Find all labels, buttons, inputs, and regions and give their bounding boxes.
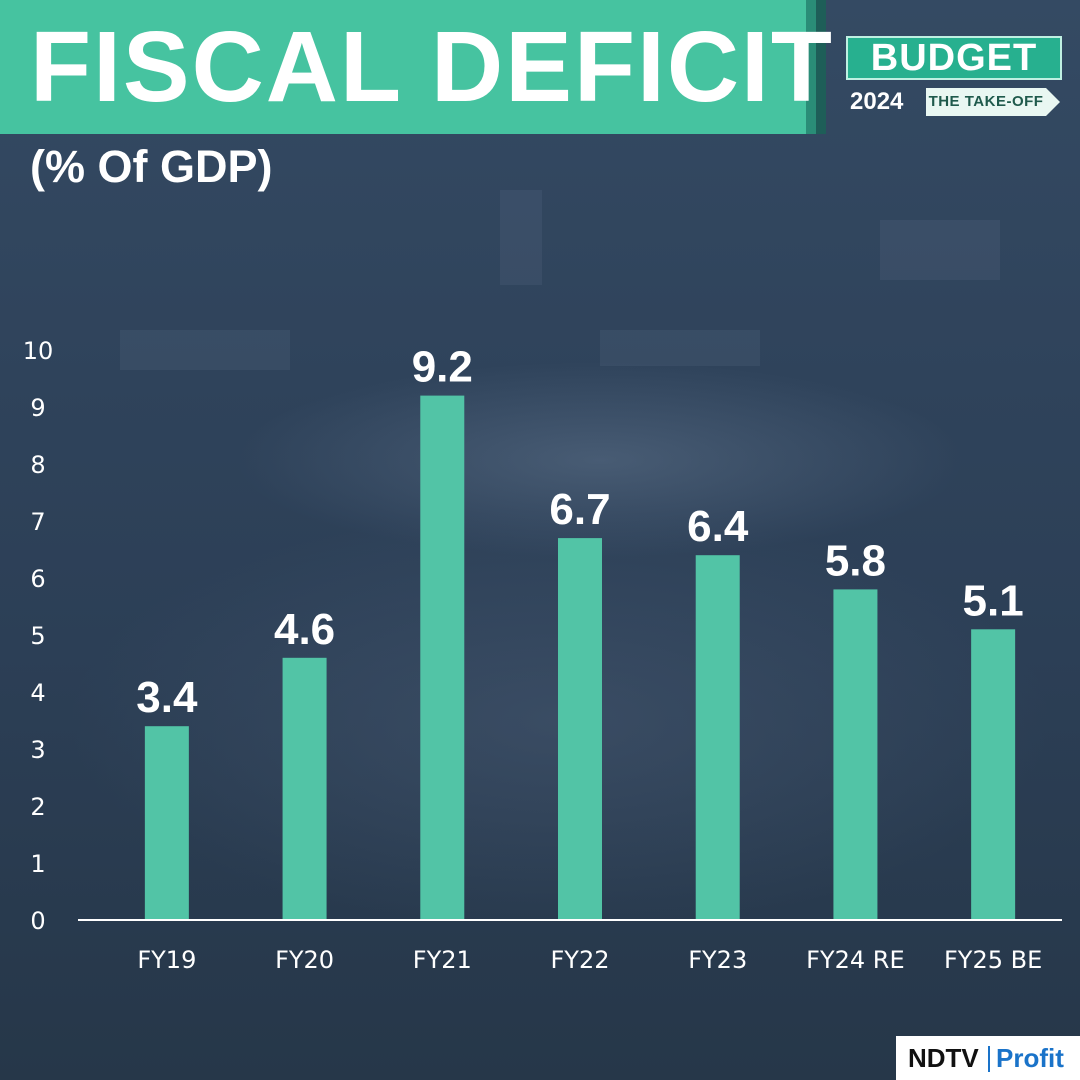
bar-fy23 xyxy=(695,555,740,920)
y-tick-label: 2 xyxy=(30,793,45,821)
data-label: 3.4 xyxy=(136,673,198,722)
background-building xyxy=(500,190,542,285)
page-subtitle: (% Of GDP) xyxy=(30,141,273,192)
data-label: 9.2 xyxy=(412,343,473,392)
x-tick-label: FY25 BE xyxy=(944,946,1042,974)
bar-fy20 xyxy=(282,657,327,920)
y-tick-label: 0 xyxy=(30,907,45,935)
x-tick-label: FY20 xyxy=(275,946,334,974)
x-tick-label: FY23 xyxy=(688,946,747,974)
budget-badge: BUDGET 2024 THE TAKE-OFF xyxy=(846,36,1066,120)
y-tick-label: 6 xyxy=(30,565,45,593)
badge-tagline: THE TAKE-OFF xyxy=(926,88,1046,116)
value-labels: 3.4 4.6 9.2 6.7 6.4 5.8 5.1 xyxy=(136,343,1023,723)
y-tick-label: 1 xyxy=(30,850,45,878)
x-tick-label: FY22 xyxy=(550,946,609,974)
bar-fy19 xyxy=(144,726,189,920)
x-axis-labels: FY19 FY20 FY21 FY22 FY23 FY24 RE FY25 BE xyxy=(137,946,1042,974)
y-tick-label: 3 xyxy=(30,736,45,764)
y-tick-label: 8 xyxy=(30,451,45,479)
bar-fy25-be xyxy=(971,629,1016,920)
y-axis: 0 1 2 3 4 5 6 7 8 9 10 xyxy=(23,337,54,935)
title-banner: FISCAL DEFICIT xyxy=(0,0,832,134)
badge-arrow-icon xyxy=(1046,88,1060,116)
bar-fy22 xyxy=(558,538,602,920)
logo-ndtv-text: NDTV xyxy=(908,1043,979,1073)
logo-divider xyxy=(988,1046,990,1072)
badge-year: 2024 xyxy=(850,88,904,115)
bar-fy21 xyxy=(420,395,465,921)
bar-fy24-re xyxy=(833,589,878,920)
data-label: 4.6 xyxy=(274,605,335,654)
background-building xyxy=(600,330,760,366)
x-tick-label: FY24 RE xyxy=(806,946,904,974)
y-tick-label: 10 xyxy=(23,337,54,365)
data-label: 6.7 xyxy=(549,485,610,534)
data-label: 5.8 xyxy=(825,536,886,585)
y-tick-label: 4 xyxy=(30,679,45,707)
ndtv-profit-logo: NDTV Profit xyxy=(896,1036,1080,1080)
x-tick-label: FY19 xyxy=(137,946,196,974)
y-tick-label: 9 xyxy=(30,394,45,422)
background-building xyxy=(880,220,1000,280)
y-tick-label: 7 xyxy=(30,508,45,536)
y-tick-label: 5 xyxy=(30,622,45,650)
badge-title: BUDGET xyxy=(846,36,1062,80)
x-tick-label: FY21 xyxy=(413,946,472,974)
data-label: 6.4 xyxy=(687,502,749,551)
page-title: FISCAL DEFICIT xyxy=(30,11,834,123)
bars xyxy=(144,395,1016,921)
background-building xyxy=(120,330,290,370)
logo-profit-text: Profit xyxy=(996,1043,1064,1073)
data-label: 5.1 xyxy=(963,576,1024,625)
